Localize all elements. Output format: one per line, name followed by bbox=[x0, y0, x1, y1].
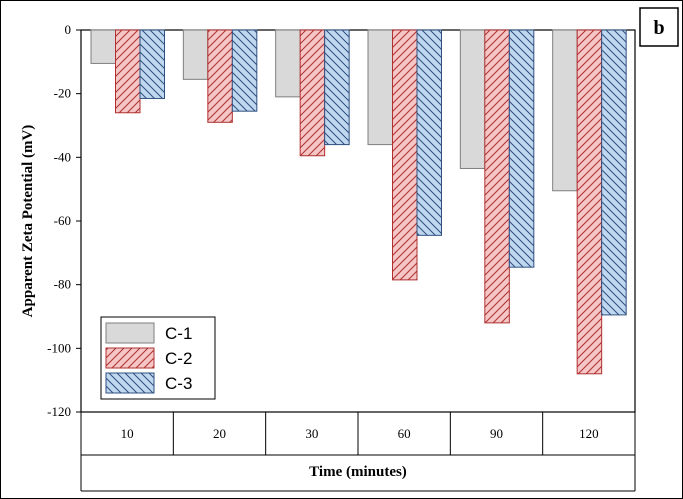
bar-c1-20 bbox=[182, 29, 209, 80]
y-tick-label: -120 bbox=[47, 404, 71, 419]
y-tick-label: -60 bbox=[54, 213, 71, 228]
bar-c3-30 bbox=[324, 29, 350, 146]
y-tick-label: -80 bbox=[54, 277, 71, 292]
x-tick-label: 60 bbox=[398, 426, 411, 441]
x-tick-label: 30 bbox=[305, 426, 318, 441]
bar-c1-10 bbox=[90, 29, 116, 64]
bar-c3-60 bbox=[416, 29, 442, 236]
legend-label-c3: C-3 bbox=[165, 374, 192, 393]
bar-c1-60 bbox=[367, 29, 393, 146]
bar-c2-120 bbox=[576, 29, 603, 375]
bar-c1-30 bbox=[275, 29, 301, 98]
y-tick-label: -20 bbox=[54, 86, 71, 101]
legend-swatch-c3 bbox=[105, 372, 155, 394]
y-axis-title: Apparent Zeta Potential (mV) bbox=[20, 125, 36, 318]
x-tick-label: 120 bbox=[579, 426, 599, 441]
bar-c3-120 bbox=[601, 29, 627, 316]
x-axis: 10 20 30 60 90 120 bbox=[80, 412, 636, 492]
legend-swatch-c2 bbox=[105, 347, 155, 369]
x-tick-label: 20 bbox=[213, 426, 226, 441]
bar-c1-120 bbox=[552, 29, 578, 192]
bar-c3-10 bbox=[139, 29, 165, 99]
panel-label: b bbox=[653, 17, 664, 39]
bar-c2-10 bbox=[115, 29, 141, 114]
bars-group bbox=[90, 29, 627, 375]
y-tick-label: 0 bbox=[65, 22, 72, 37]
y-tick-label: -40 bbox=[54, 149, 71, 164]
bar-c1-90 bbox=[459, 29, 486, 169]
legend-label-c2: C-2 bbox=[165, 349, 192, 368]
x-axis-title: Time (minutes) bbox=[309, 464, 407, 480]
bar-c2-60 bbox=[392, 29, 418, 281]
bar-c2-20 bbox=[207, 29, 233, 123]
x-tick-label: 10 bbox=[121, 426, 134, 441]
legend: C-1 C-2 C-3 bbox=[100, 316, 216, 400]
y-axis: 0 -20 -40 -60 -80 -100 -120 bbox=[47, 22, 81, 419]
bar-c3-20 bbox=[231, 29, 258, 112]
x-tick-label: 90 bbox=[490, 426, 503, 441]
legend-label-c1: C-1 bbox=[165, 324, 192, 343]
y-tick-label: -100 bbox=[47, 340, 71, 355]
legend-swatch-c1 bbox=[105, 322, 155, 344]
bar-c2-30 bbox=[299, 29, 326, 157]
panel-label-box bbox=[639, 7, 679, 47]
bar-c2-90 bbox=[484, 29, 510, 324]
bar-c3-90 bbox=[508, 29, 535, 268]
